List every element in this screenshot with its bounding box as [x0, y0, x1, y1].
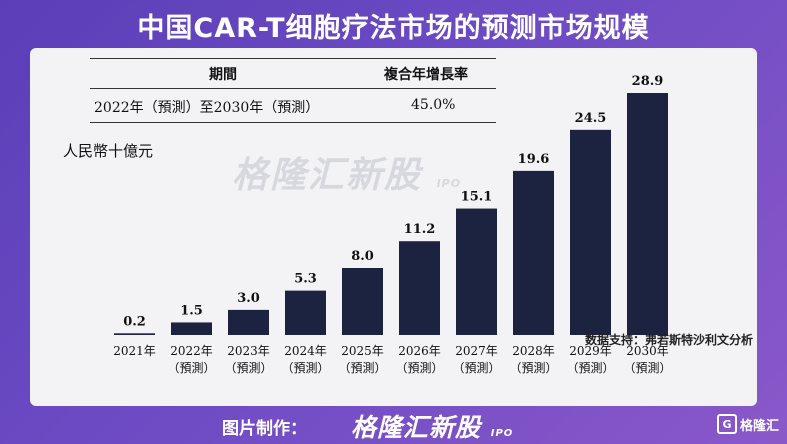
- footer-brand-sub: IPO: [490, 428, 514, 439]
- bar-2021年: [114, 333, 155, 335]
- value-label: 3.0: [237, 291, 260, 306]
- bar-2024年: [285, 290, 326, 335]
- value-label: 0.2: [123, 314, 146, 329]
- chart-title: 中国CAR-T细胞疗法市场的预测市场规模: [137, 13, 650, 44]
- category-sublabel: （預測）: [167, 361, 215, 375]
- bar-2029年: [570, 129, 611, 335]
- category-sublabel: （預測）: [509, 361, 557, 375]
- category-sublabel: （預測）: [623, 361, 671, 375]
- category-sublabel: （預測）: [395, 361, 443, 375]
- table-header-period: 期間: [209, 67, 237, 83]
- watermark: 格隆汇新股 IPO: [232, 146, 461, 198]
- value-label: 19.6: [518, 152, 550, 167]
- bar-2026年: [399, 241, 440, 335]
- table-period-value: 2022年（預測）至2030年（預測）: [94, 100, 320, 116]
- table-cagr-value: 45.0%: [411, 97, 456, 113]
- value-label: 8.0: [351, 249, 374, 264]
- value-label: 28.9: [632, 74, 664, 89]
- unit-label: 人民幣十億元: [63, 142, 154, 160]
- value-label: 24.5: [575, 111, 607, 126]
- category-label: 2028年: [512, 344, 555, 358]
- bar-2030年: [627, 93, 668, 335]
- category-label: 2029年: [569, 344, 612, 358]
- bar-2025年: [342, 268, 383, 335]
- value-label: 5.3: [294, 272, 317, 287]
- watermark-sub: IPO: [436, 177, 462, 190]
- footer-label: 图片制作：: [222, 419, 307, 439]
- category-sublabel: （預測）: [452, 361, 500, 375]
- bar-2027年: [456, 208, 497, 335]
- category-label: 2022年: [170, 344, 213, 358]
- corner-logo: G 格隆汇: [716, 414, 779, 434]
- value-label: 15.1: [461, 190, 493, 205]
- category-label: 2021年: [113, 344, 156, 358]
- logo-text: 格隆汇: [739, 418, 779, 434]
- category-sublabel: （預測）: [224, 361, 272, 375]
- table-bottom-rule: [90, 122, 496, 123]
- category-sublabel: （預測）: [566, 361, 614, 375]
- watermark-text: 格隆汇新股: [232, 155, 423, 196]
- category-label: 2030年: [626, 344, 669, 358]
- value-label: 1.5: [180, 303, 203, 318]
- table-header-rule: [90, 88, 496, 89]
- category-sublabel: （預測）: [338, 361, 386, 375]
- footer-brand: 格隆汇新股 IPO: [351, 408, 513, 444]
- category-label: 2024年: [284, 344, 327, 358]
- category-label: 2027年: [455, 344, 498, 358]
- bar-2023年: [228, 309, 269, 335]
- table-top-rule: [90, 58, 496, 59]
- value-label: 11.2: [404, 222, 436, 237]
- logo-mark-icon: G: [716, 414, 737, 434]
- data-source: 数据支持：弗若斯特沙利文分析: [584, 333, 753, 347]
- footer-brand-text: 格隆汇新股: [351, 413, 482, 442]
- category-sublabel: （預測）: [281, 361, 329, 375]
- category-label: 2025年: [341, 344, 384, 358]
- table-header-cagr: 複合年增長率: [384, 67, 468, 83]
- bars-group: 0.2 2021年 1.5 2022年 （預測） 3.0 2023年 （預測） 5.3 2024年…: [113, 74, 671, 375]
- bar-2028年: [513, 170, 554, 335]
- bar-2022年: [171, 322, 212, 335]
- category-label: 2026年: [398, 344, 441, 358]
- category-label: 2023年: [227, 344, 270, 358]
